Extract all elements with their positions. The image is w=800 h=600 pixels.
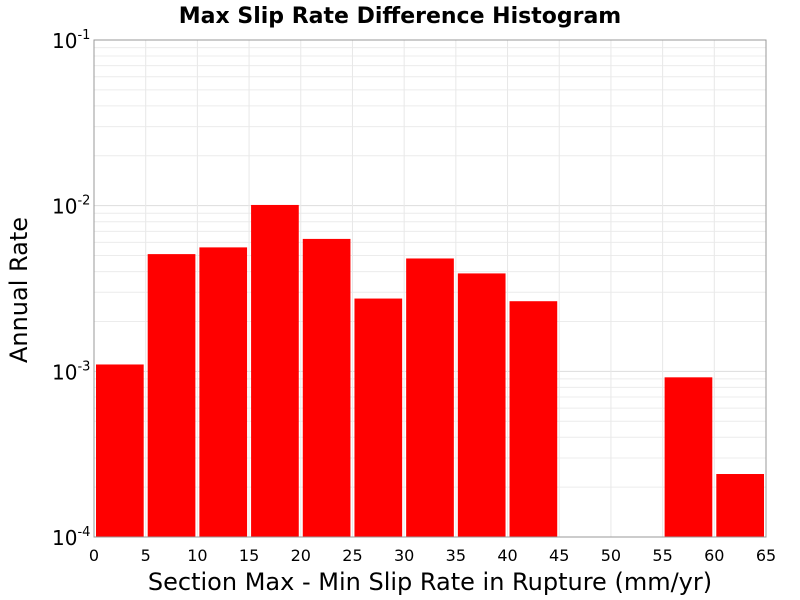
y-tick-label: 10-3 [52, 359, 90, 384]
x-tick-label: 45 [549, 546, 569, 565]
x-tick-label: 50 [601, 546, 621, 565]
histogram-bar [457, 273, 506, 537]
y-tick-label: 10-4 [52, 525, 90, 550]
histogram-bar [716, 474, 764, 537]
histogram-bar [96, 364, 144, 537]
histogram-bar [354, 298, 403, 537]
y-tick-labels: 10-4 10-3 10-2 10-1 [52, 28, 90, 550]
chart-title: Max Slip Rate Difference Histogram [179, 4, 621, 29]
x-axis-label: Section Max - Min Slip Rate in Rupture (… [148, 568, 712, 596]
histogram-bar [199, 247, 248, 537]
y-tick-label: 10-1 [52, 28, 90, 53]
x-tick-label: 20 [291, 546, 311, 565]
x-tick-label: 25 [342, 546, 362, 565]
x-tick-label: 35 [446, 546, 466, 565]
bars [96, 204, 764, 538]
histogram-bar [302, 238, 351, 538]
histogram-bar [664, 377, 713, 537]
histogram-bar [147, 254, 196, 537]
x-tick-label: 65 [756, 546, 776, 565]
x-tick-labels: 0 5 10 15 20 25 30 35 40 45 50 55 60 65 [89, 546, 776, 565]
x-tick-label: 30 [394, 546, 414, 565]
histogram-bar [251, 204, 299, 538]
histogram-bar [406, 258, 454, 537]
x-tick-label: 15 [239, 546, 259, 565]
x-tick-label: 55 [652, 546, 672, 565]
y-axis-label: Annual Rate [5, 217, 33, 363]
plot-frame [93, 39, 767, 538]
x-tick-label: 0 [89, 546, 99, 565]
x-tick-label: 10 [187, 546, 207, 565]
x-tick-label: 40 [497, 546, 517, 565]
histogram-bar [509, 301, 558, 537]
y-tick-label: 10-2 [52, 194, 90, 219]
x-tick-label: 5 [141, 546, 151, 565]
x-tick-label: 60 [704, 546, 724, 565]
